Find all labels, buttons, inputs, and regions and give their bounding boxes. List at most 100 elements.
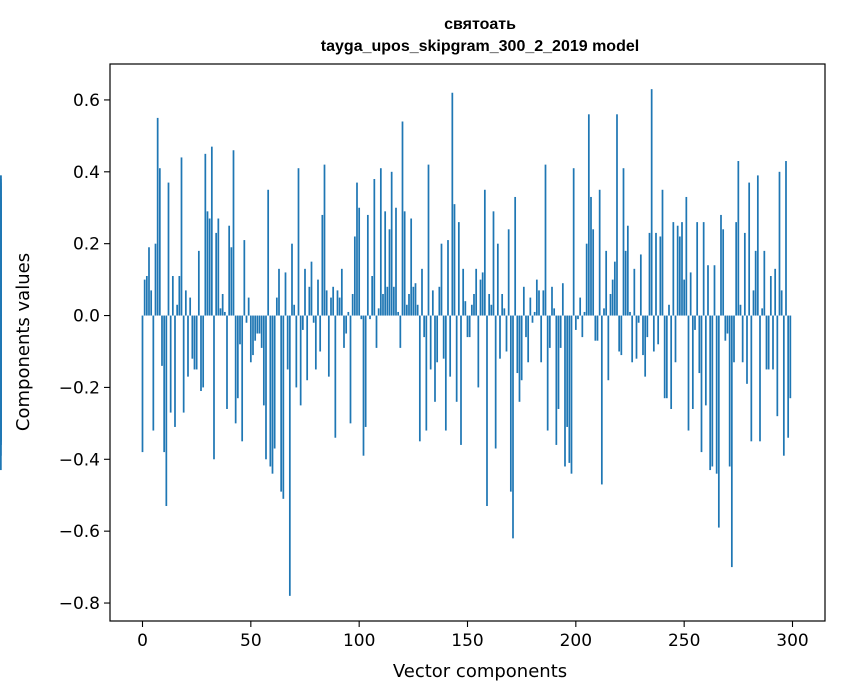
bar-component-87 (330, 297, 332, 316)
bar-component-82 (319, 315, 322, 352)
bar-component-212 (600, 315, 603, 485)
bar-component-192 (557, 315, 560, 409)
bar-component-232 (644, 315, 647, 377)
bar-component-29 (204, 153, 207, 316)
bar-component-163 (494, 315, 497, 449)
bar-component-198 (570, 315, 573, 474)
x-tick-label: 50 (240, 631, 262, 651)
bar-component-16 (176, 304, 179, 316)
bar-component-114 (388, 229, 391, 316)
x-tick-label: 100 (343, 631, 375, 651)
bar-component-105 (369, 315, 371, 320)
bar-component-undefined (0, 200, 2, 316)
bar-component-258 (700, 315, 703, 453)
bar-component-80 (314, 315, 317, 370)
bar-component-226 (631, 315, 634, 363)
bar-component-265 (715, 315, 718, 474)
bar-component-270 (726, 315, 729, 334)
bar-component-119 (399, 315, 402, 348)
bar-component-250 (683, 279, 686, 316)
bar-component-155 (477, 315, 480, 388)
bar-component-88 (332, 286, 335, 316)
y-tick-label: −0.6 (59, 522, 100, 542)
bar-component-262 (709, 315, 712, 471)
bar-component-264 (713, 265, 716, 316)
bar-component-202 (579, 297, 582, 316)
bar-component-214 (605, 250, 608, 316)
bar-component-217 (611, 279, 614, 316)
bar-component-189 (551, 286, 553, 316)
bar-component-227 (633, 268, 636, 316)
y-tick-label: 0.0 (73, 307, 100, 327)
bar-component-61 (273, 315, 276, 449)
bar-component-273 (733, 315, 735, 363)
bar-component-282 (752, 290, 755, 316)
bar-component-274 (735, 222, 738, 316)
bar-component-236 (652, 315, 655, 352)
y-axis-label: Components values (13, 253, 34, 431)
bar-component-240 (661, 189, 664, 316)
bar-component-65 (282, 315, 285, 499)
bar-component-271 (728, 315, 731, 467)
bar-component-294 (778, 171, 781, 316)
bar-component-157 (481, 272, 484, 316)
bar-component-49 (247, 297, 250, 316)
bar-component-259 (702, 222, 705, 316)
bar-component-187 (546, 315, 549, 431)
bar-component-166 (501, 293, 504, 316)
bar-component-176 (522, 286, 525, 316)
bar-component-7 (156, 117, 159, 316)
bar-component-266 (717, 315, 720, 528)
bar-component-193 (559, 315, 562, 348)
bar-component-48 (245, 315, 248, 323)
bar-component-205 (585, 243, 588, 316)
bar-component-158 (483, 189, 486, 316)
bar-component-35 (217, 218, 220, 316)
bar-component-156 (479, 279, 482, 316)
bar-component-131 (425, 315, 428, 431)
bar-component-228 (635, 315, 638, 359)
bar-component-290 (769, 276, 772, 316)
bar-component-112 (384, 211, 387, 316)
bar-component-268 (722, 229, 725, 316)
bar-component-170 (509, 315, 512, 492)
bar-component-177 (525, 315, 527, 338)
bar-component-213 (603, 308, 605, 316)
bar-component-182 (535, 279, 538, 316)
bar-component-196 (566, 315, 569, 427)
bar-component-5 (152, 315, 155, 431)
y-tick-label: 0.2 (73, 235, 100, 255)
bar-component-10 (163, 315, 166, 453)
bar-component-173 (516, 315, 519, 374)
bar-component-229 (637, 315, 640, 323)
bar-component-197 (568, 315, 571, 463)
bar-component-248 (678, 236, 681, 316)
bar-component-124 (410, 218, 413, 316)
bar-component-272 (730, 315, 733, 568)
bar-component-169 (507, 229, 510, 316)
bar-component-101 (360, 315, 363, 320)
bar-component-51 (252, 315, 254, 356)
bar-component-14 (171, 276, 174, 316)
bar-component-57 (265, 315, 267, 460)
bar-component-21 (187, 315, 189, 377)
bar-component-269 (724, 315, 727, 341)
bar-component-203 (581, 315, 584, 338)
bar-component-234 (648, 232, 651, 316)
bar-component-4 (150, 290, 153, 316)
bar-component-218 (613, 261, 616, 316)
bar-component-238 (657, 315, 660, 345)
y-axis-ticks: −0.8 −0.6 −0.4 −0.2 0.0 0.2 0.4 0.6 (59, 91, 110, 614)
bar-component-293 (776, 315, 779, 417)
bar-component-83 (321, 214, 324, 316)
bar-component-144 (453, 204, 456, 316)
bar-component-207 (590, 196, 592, 316)
bar-component-42 (232, 150, 235, 316)
bar-component-31 (208, 218, 211, 316)
bar-component-90 (336, 290, 339, 316)
bar-component-116 (392, 286, 395, 316)
bar-component-164 (496, 243, 499, 316)
bar-component-70 (293, 304, 296, 316)
bar-component-108 (375, 315, 378, 348)
